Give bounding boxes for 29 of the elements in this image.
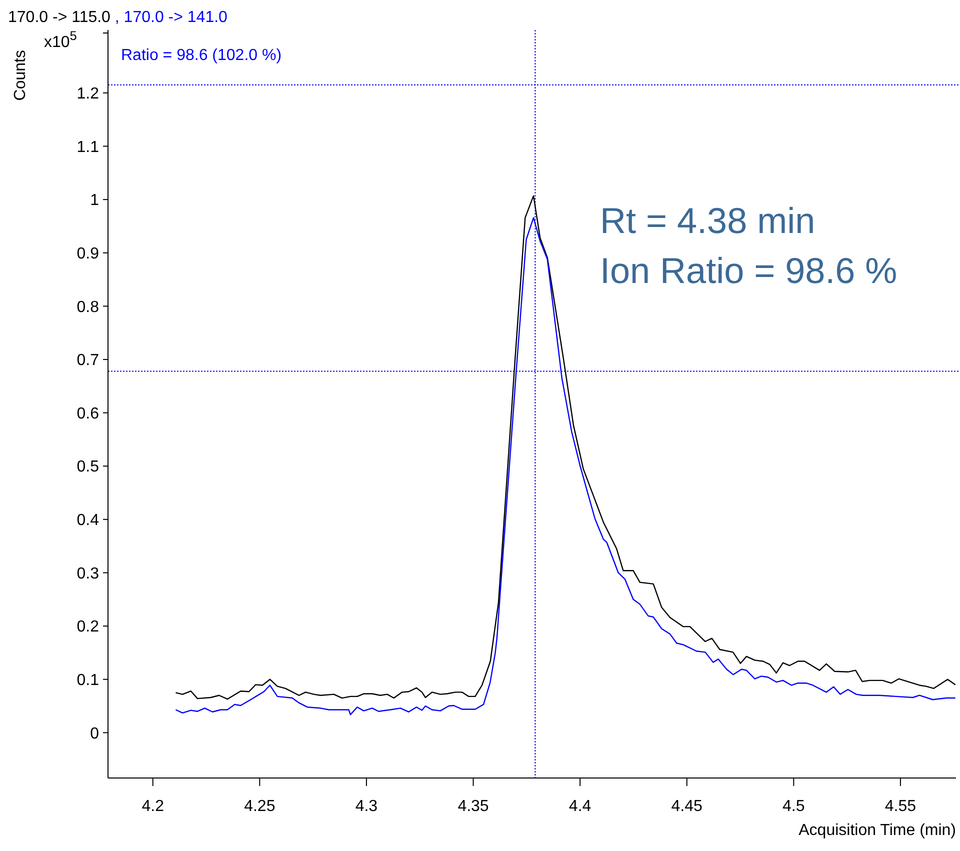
- y-tick-label: 0.4: [76, 512, 100, 530]
- x-tick-label: 4.3: [355, 798, 378, 815]
- x-tick-label: 4.35: [458, 798, 489, 815]
- y-tick-label: 0.8: [76, 298, 100, 316]
- y-tick-label: 0.9: [76, 245, 100, 262]
- x-tick-label: 4.5: [782, 798, 805, 815]
- y-tick-label: 0.2: [76, 618, 100, 636]
- y-tick-label: 0.3: [76, 565, 100, 582]
- y-tick-label: 1.2: [76, 86, 100, 103]
- text: x10$^{5}$: [44, 28, 77, 51]
- y-tick-label: 0: [90, 725, 100, 742]
- x-tick-label: 4.2: [142, 798, 164, 815]
- x-tick-label: 4.25: [244, 798, 276, 815]
- text: , 170.0 -> 141.0: [110, 9, 228, 26]
- y-tick-label: 0.6: [76, 405, 100, 422]
- annotation: Ratio = 98.6 (102.0 %): [121, 47, 282, 64]
- annotation: Rt = 4.38 min: [600, 200, 816, 241]
- y-tick-label: 1: [90, 192, 100, 210]
- y-tick-label: 0.7: [76, 352, 100, 370]
- x-tick-label: 4.4: [568, 798, 592, 815]
- x-tick-label: 4.55: [884, 798, 916, 815]
- y-tick-label: 1.1: [76, 138, 100, 156]
- text: 170.0 -> 115.0: [8, 9, 111, 26]
- annotation: Ion Ratio = 98.6 %: [600, 250, 898, 291]
- y-tick-label: 0.1: [76, 672, 100, 689]
- x-axis-title: Acquisition Time (min): [798, 822, 956, 839]
- y-axis-title: Counts: [12, 50, 29, 101]
- y-tick-label: 0.5: [76, 458, 100, 476]
- x-tick-label: 4.45: [671, 798, 703, 815]
